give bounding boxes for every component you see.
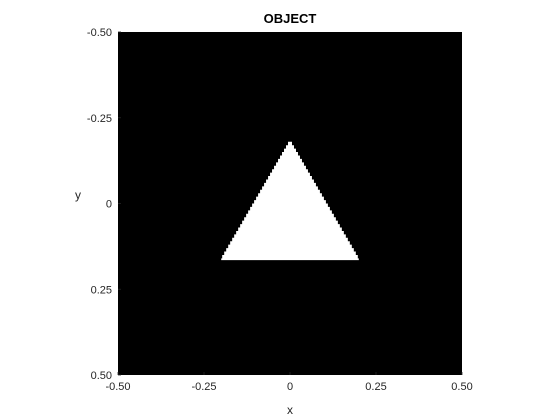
- object-triangle: [221, 141, 359, 261]
- x-tick-label: 0: [287, 381, 293, 393]
- y-tick-label: 0.25: [91, 284, 112, 296]
- y-axis-label: y: [75, 188, 81, 202]
- x-tick-label: -0.50: [105, 381, 130, 393]
- x-axis-label: x: [287, 403, 293, 417]
- object-layer: [221, 141, 359, 261]
- y-tick-label: -0.25: [87, 113, 112, 125]
- x-tick-label: 0.25: [365, 381, 386, 393]
- chart-title: OBJECT: [264, 11, 317, 26]
- y-tick-label: -0.50: [87, 27, 112, 39]
- y-ticks: -0.50 -0.25 0 0.25 0.50: [87, 27, 121, 382]
- x-tick-label: 0.50: [451, 381, 472, 393]
- x-tick-label: -0.25: [191, 381, 216, 393]
- x-ticks: -0.50 -0.25 0 0.25 0.50: [105, 372, 473, 393]
- y-tick-label: 0.50: [91, 370, 112, 382]
- y-tick-label: 0: [106, 199, 112, 211]
